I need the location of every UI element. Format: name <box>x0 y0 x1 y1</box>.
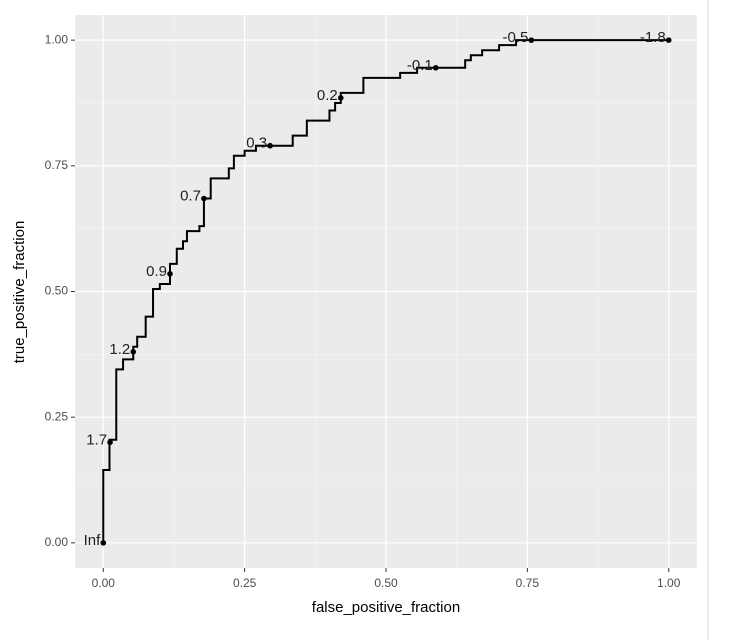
x-tick-label: 1.00 <box>657 576 681 590</box>
y-tick-label: 0.50 <box>45 284 69 298</box>
x-tick-label: 0.50 <box>374 576 398 590</box>
cutoff-label: -0.5 <box>502 29 528 46</box>
cutoff-point <box>267 142 273 149</box>
cutoff-label: 0.2 <box>317 87 338 104</box>
x-tick-label: 0.25 <box>233 576 257 590</box>
x-tick-label: 0.00 <box>92 576 116 590</box>
y-axis-title: true_positive_fraction <box>11 221 28 364</box>
y-tick-label: 0.00 <box>45 535 69 549</box>
cutoff-point <box>100 540 107 546</box>
cutoff-label: 0.7 <box>180 187 201 204</box>
x-tick-label: 0.75 <box>516 576 540 590</box>
cutoff-label: -1.8 <box>640 29 666 46</box>
roc-curve <box>102 39 669 543</box>
y-tick-label: 1.00 <box>45 32 69 46</box>
cutoff-label: Inf <box>84 532 102 549</box>
y-tick-label: 0.75 <box>45 158 69 172</box>
cutoff-point <box>130 349 137 355</box>
cutoff-label: 0.3 <box>246 135 267 152</box>
x-axis-title: false_positive_fraction <box>312 599 460 616</box>
cutoff-point <box>665 37 672 43</box>
cutoff-point <box>528 37 535 43</box>
cutoff-point <box>337 95 344 101</box>
y-tick-label: 0.25 <box>45 409 69 423</box>
cutoff-point <box>107 439 113 446</box>
cutoff-point <box>201 195 207 202</box>
cutoff-label: -0.1 <box>407 57 433 74</box>
cutoff-label: 1.7 <box>86 431 107 448</box>
cutoff-point <box>167 271 173 277</box>
cutoff-point <box>432 64 439 71</box>
cutoff-label: 1.2 <box>109 341 130 358</box>
cutoff-label: 0.9 <box>146 263 167 280</box>
